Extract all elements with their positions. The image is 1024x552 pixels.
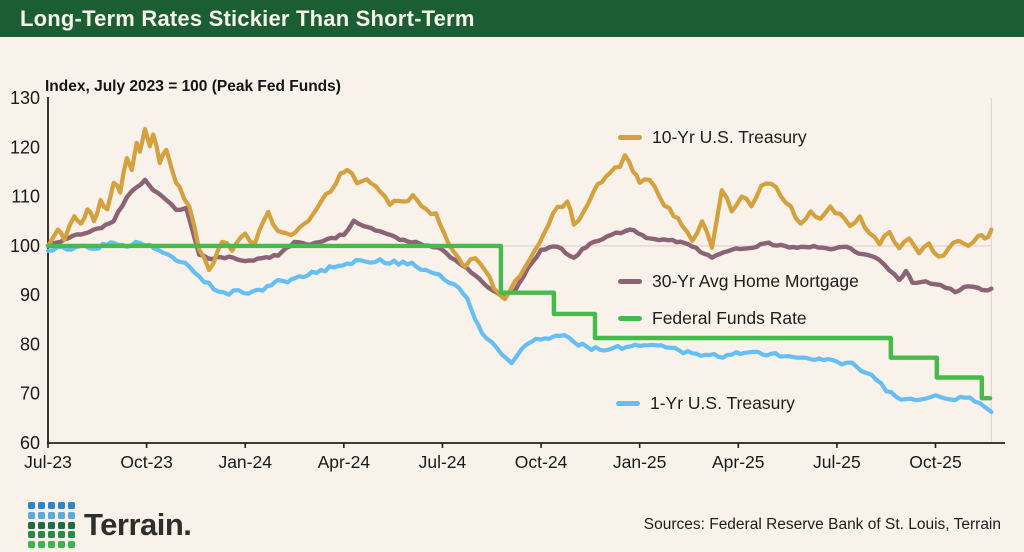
legend-label-fed-funds: Federal Funds Rate	[652, 308, 807, 328]
logo-square	[48, 502, 55, 510]
legend-fed-funds: Federal Funds Rate	[618, 308, 807, 329]
x-tick-label: Jul-24	[419, 452, 467, 472]
legend-swatch-fed-funds	[618, 316, 642, 321]
logo-square	[28, 531, 35, 539]
legend-label-1yr: 1-Yr U.S. Treasury	[650, 393, 795, 413]
legend-10yr-treasury: 10-Yr U.S. Treasury	[618, 127, 807, 148]
legend-swatch-10yr	[618, 135, 642, 140]
x-tick-label: Apr-24	[318, 452, 371, 472]
logo-square	[68, 502, 75, 510]
series-path-1-yr-u-s-treasury	[45, 239, 994, 415]
logo-square	[28, 511, 35, 519]
logo-square	[38, 521, 45, 529]
x-tick-label: Oct-23	[120, 452, 173, 472]
x-tick-label: Apr-25	[712, 452, 765, 472]
logo-square	[48, 511, 55, 519]
legend-label-30yr: 30-Yr Avg Home Mortgage	[652, 271, 859, 291]
legend-swatch-1yr	[616, 401, 640, 406]
logo-square	[48, 531, 55, 539]
logo-square	[28, 502, 35, 510]
x-tick-label: Jan-24	[218, 452, 272, 472]
header-bar: Long-Term Rates Stickier Than Short-Term	[0, 0, 1024, 37]
logo-square	[68, 521, 75, 529]
logo-square	[38, 511, 45, 519]
y-tick-label: 80	[20, 334, 40, 354]
x-tick-label: Oct-25	[909, 452, 962, 472]
page-title: Long-Term Rates Stickier Than Short-Term	[20, 5, 475, 31]
brand: Terrain.	[28, 502, 192, 548]
terrain-logo	[28, 502, 75, 548]
logo-square	[38, 502, 45, 510]
x-tick-label: Jul-25	[813, 452, 861, 472]
logo-square	[68, 531, 75, 539]
series-path-federal-funds-rate	[45, 243, 993, 401]
logo-square	[58, 521, 65, 529]
x-tick-label: Jan-25	[613, 452, 667, 472]
sources-text: Sources: Federal Reserve Bank of St. Lou…	[643, 516, 1001, 533]
legend-label-10yr: 10-Yr U.S. Treasury	[652, 127, 807, 147]
y-tick-label: 110	[11, 187, 40, 207]
logo-square	[38, 540, 45, 548]
series-path-10-yr-u-s-treasury	[45, 126, 994, 302]
series-path-30-yr-avg-home-mortgage	[45, 177, 994, 299]
legend-1yr-treasury: 1-Yr U.S. Treasury	[616, 393, 795, 414]
logo-square	[58, 531, 65, 539]
logo-square	[28, 540, 35, 548]
legend-swatch-30yr	[618, 279, 642, 284]
logo-square	[58, 511, 65, 519]
y-tick-label: 70	[20, 384, 40, 404]
footer: Terrain. Sources: Federal Reserve Bank o…	[0, 498, 1024, 552]
x-tick-label: Jul-23	[24, 452, 72, 472]
logo-square	[58, 502, 65, 510]
x-tick-label: Oct-24	[515, 452, 568, 472]
y-tick-label: 120	[10, 137, 40, 157]
y-tick-label: 130	[10, 88, 40, 108]
legend-30yr-mortgage: 30-Yr Avg Home Mortgage	[618, 271, 859, 292]
logo-square	[28, 521, 35, 529]
logo-square	[38, 531, 45, 539]
axis-title: Index, July 2023 = 100 (Peak Fed Funds)	[45, 78, 341, 95]
logo-square	[68, 511, 75, 519]
y-tick-label: 90	[20, 285, 40, 305]
y-tick-label: 100	[10, 236, 40, 256]
logo-square	[48, 521, 55, 529]
chart-area: 130 120 110 100 90 80 70 60 Jul-23 Oct-23 Jan-24 Ap…	[10, 88, 1005, 472]
y-tick-label: 60	[20, 433, 40, 453]
logo-square	[58, 540, 65, 548]
logo-square	[68, 540, 75, 548]
brand-wordmark: Terrain.	[84, 507, 192, 542]
logo-square	[48, 540, 55, 548]
